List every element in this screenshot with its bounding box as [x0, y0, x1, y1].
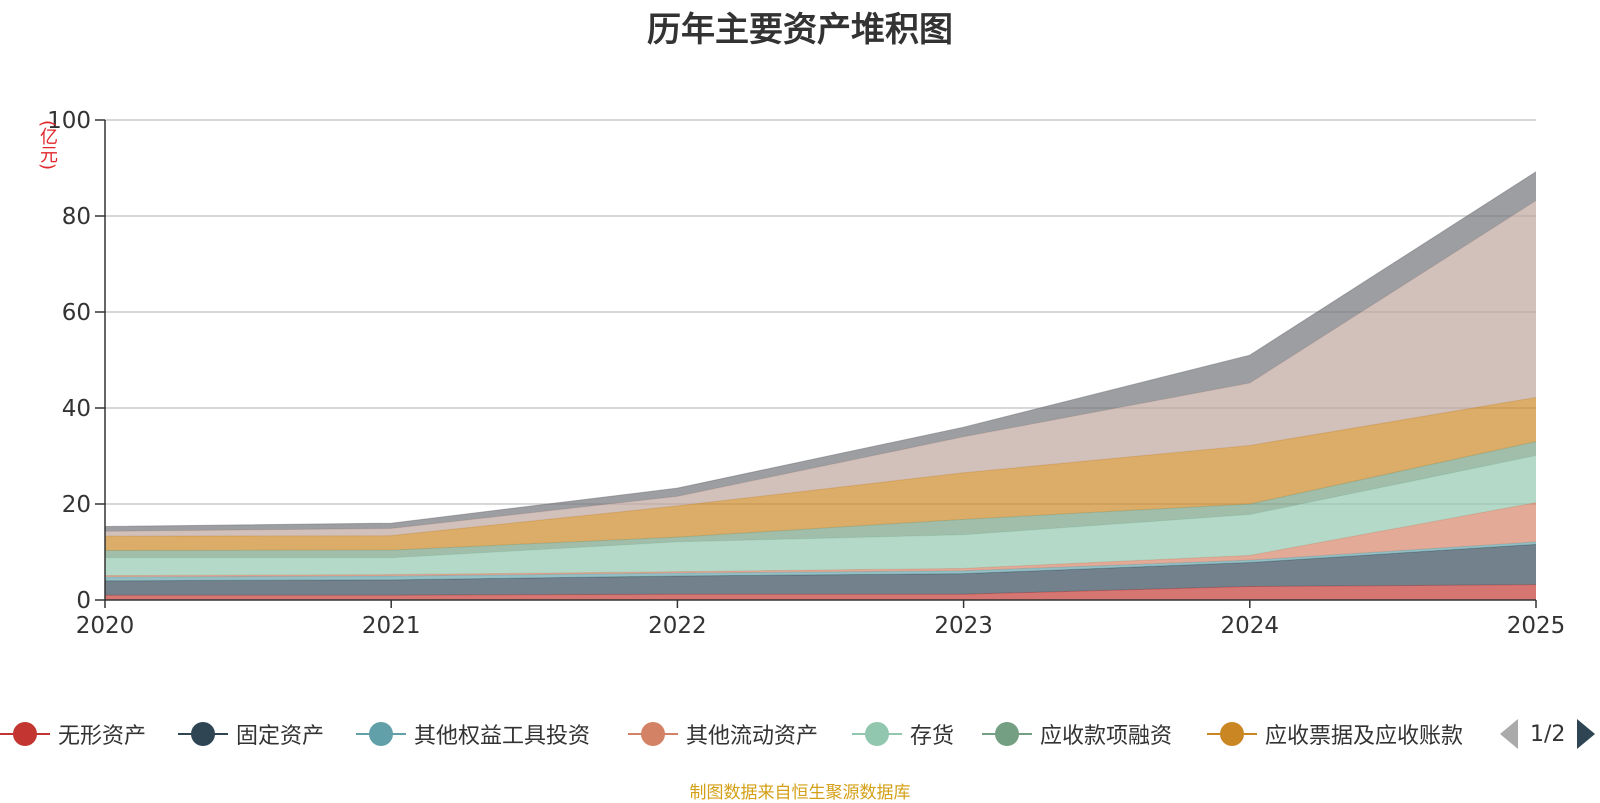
legend-marker-icon — [0, 712, 50, 756]
y-tick-label: 40 — [62, 396, 91, 422]
stacked-areas — [104, 171, 1537, 600]
y-axis-unit: (亿元) — [37, 120, 58, 171]
legend-pager: 1/2 — [1500, 716, 1596, 752]
legend-item-6[interactable]: 应收票据及应收账款 — [1207, 712, 1463, 756]
legend-marker-icon — [1207, 712, 1257, 756]
area-无形资产 — [105, 584, 1536, 600]
chart-title: 历年主要资产堆积图 — [647, 10, 953, 50]
prev-page-icon[interactable] — [1500, 719, 1518, 749]
x-tick-label: 2022 — [648, 613, 707, 639]
y-tick-label: 100 — [47, 108, 91, 134]
x-tick-label: 2020 — [76, 613, 135, 639]
legend-item-5[interactable]: 应收款项融资 — [982, 712, 1172, 756]
legend-item-1[interactable]: 固定资产 — [178, 712, 324, 756]
legend-label: 固定资产 — [236, 724, 325, 749]
y-tick-label: 80 — [62, 204, 91, 230]
x-tick-label: 2021 — [362, 613, 421, 639]
legend-page-indicator: 1/2 — [1530, 721, 1566, 747]
legend-marker-icon — [178, 712, 228, 756]
legend-marker-icon — [852, 712, 902, 756]
legend-marker-icon — [982, 712, 1032, 756]
area-存货 — [105, 455, 1536, 576]
next-page-icon[interactable] — [1577, 719, 1596, 749]
legend-label: 其他权益工具投资 — [414, 724, 591, 749]
y-tick-label: 20 — [62, 492, 91, 518]
y-tick-label: 60 — [62, 300, 91, 326]
legend-label: 其他流动资产 — [686, 724, 819, 749]
x-tick-label: 2025 — [1507, 613, 1566, 639]
legend-item-2[interactable]: 其他权益工具投资 — [356, 712, 590, 756]
legend-label: 应收款项融资 — [1040, 724, 1173, 749]
x-tick-label: 2024 — [1221, 613, 1280, 639]
area-应收款项融资 — [105, 441, 1536, 558]
legend-item-4[interactable]: 存货 — [852, 712, 954, 756]
area-合同资产 — [105, 200, 1536, 537]
x-tick-label: 2023 — [934, 613, 993, 639]
legend-marker-icon — [628, 712, 678, 756]
legend-item-3[interactable]: 其他流动资产 — [628, 712, 818, 756]
area-固定资产 — [105, 544, 1536, 596]
legend-label: 存货 — [910, 724, 955, 749]
area-应收票据及应收账款 — [105, 397, 1536, 551]
legend-marker-icon — [356, 712, 406, 756]
legend-label: 无形资产 — [58, 724, 147, 749]
line-其他 — [104, 171, 1537, 528]
legend-item-0[interactable]: 无形资产 — [0, 712, 146, 756]
axes: 0 20 40 60 80 100 2020 2021 2022 2023 2024 2025 — [47, 108, 1565, 639]
y-tick-label: 0 — [76, 588, 91, 614]
area-其他 — [105, 171, 1536, 532]
data-source-note: 制图数据来自恒生聚源数据库 — [689, 783, 911, 803]
legend-label: 应收票据及应收账款 — [1265, 724, 1464, 749]
legend: 无形资产 固定资产 其他权益工具投资 其他流动资产 存货 应收款项融资 应收票据… — [0, 712, 1600, 756]
chart-area: 0 20 40 60 80 100 2020 2021 2022 2023 2024 2025 — [47, 108, 1565, 639]
